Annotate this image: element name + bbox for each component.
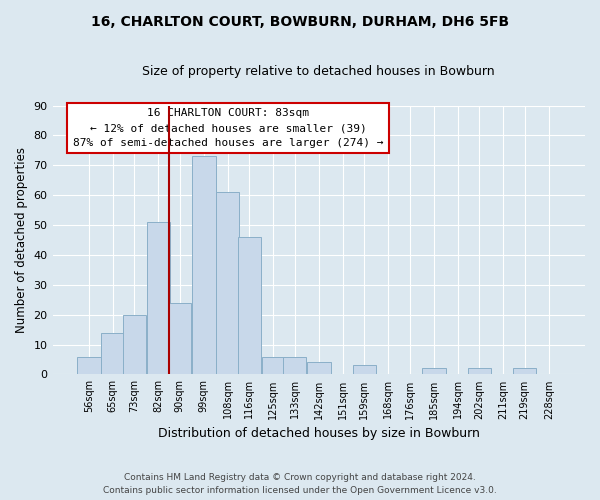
- Bar: [468, 368, 491, 374]
- Title: Size of property relative to detached houses in Bowburn: Size of property relative to detached ho…: [142, 65, 495, 78]
- Bar: [353, 366, 376, 374]
- Bar: [514, 368, 536, 374]
- Bar: [238, 237, 260, 374]
- Bar: [262, 356, 284, 374]
- Bar: [147, 222, 170, 374]
- Text: 16 CHARLTON COURT: 83sqm
← 12% of detached houses are smaller (39)
87% of semi-d: 16 CHARLTON COURT: 83sqm ← 12% of detach…: [73, 108, 383, 148]
- Bar: [307, 362, 331, 374]
- Bar: [77, 356, 101, 374]
- Bar: [283, 356, 306, 374]
- Bar: [192, 156, 216, 374]
- Text: 16, CHARLTON COURT, BOWBURN, DURHAM, DH6 5FB: 16, CHARLTON COURT, BOWBURN, DURHAM, DH6…: [91, 15, 509, 29]
- Y-axis label: Number of detached properties: Number of detached properties: [15, 147, 28, 333]
- Text: Contains HM Land Registry data © Crown copyright and database right 2024.
Contai: Contains HM Land Registry data © Crown c…: [103, 474, 497, 495]
- Bar: [422, 368, 446, 374]
- Bar: [101, 332, 124, 374]
- X-axis label: Distribution of detached houses by size in Bowburn: Distribution of detached houses by size …: [158, 427, 480, 440]
- Bar: [169, 302, 191, 374]
- Bar: [217, 192, 239, 374]
- Bar: [123, 314, 146, 374]
